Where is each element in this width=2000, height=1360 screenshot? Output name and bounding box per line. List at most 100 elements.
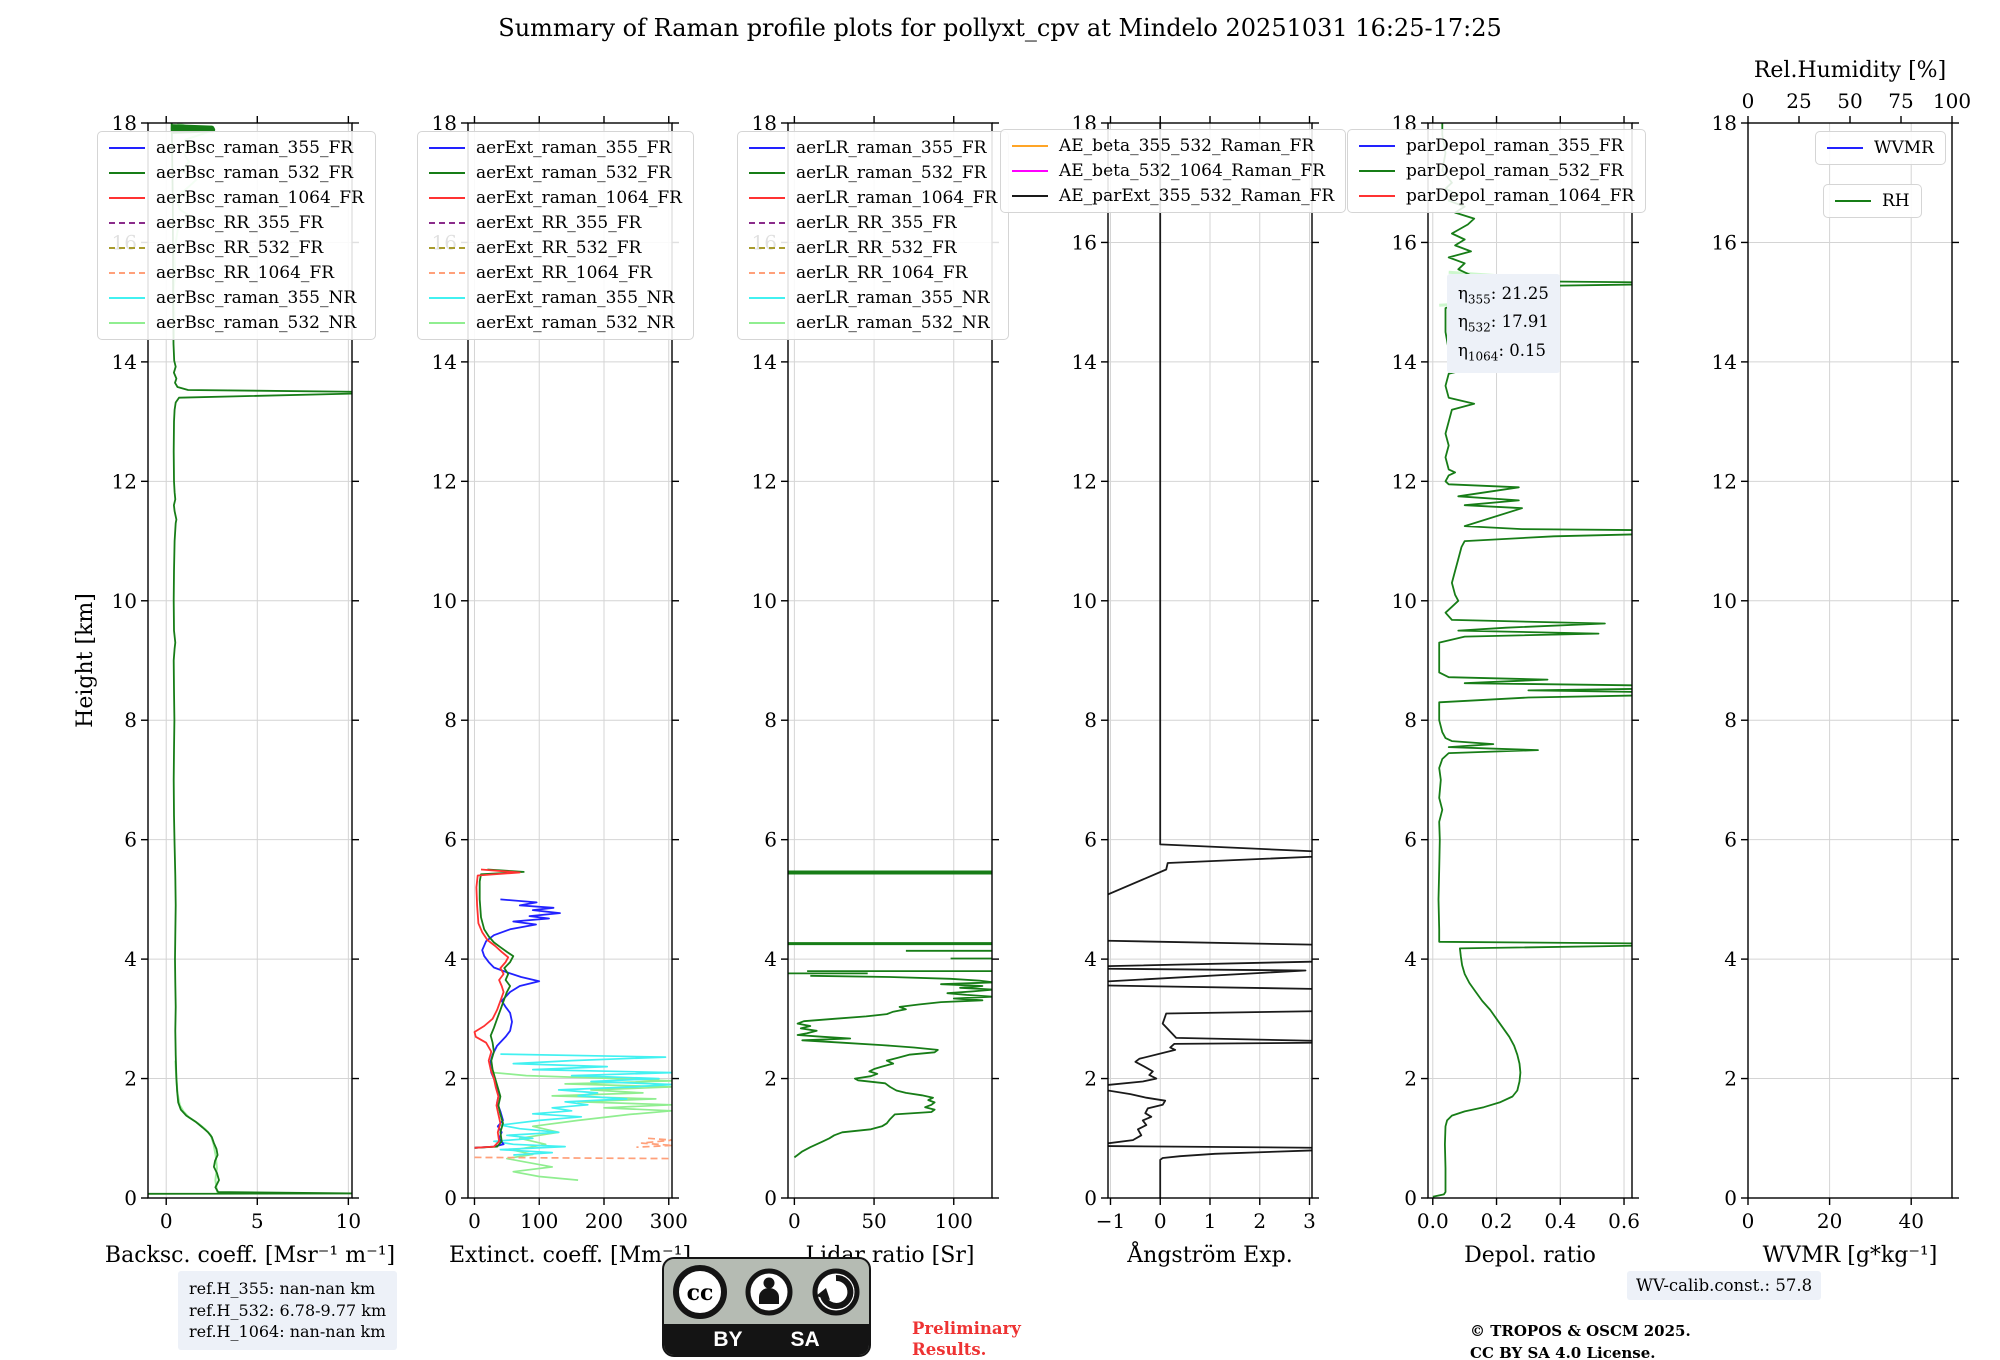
svg-text:Ångström Exp.: Ångström Exp. — [1126, 1240, 1292, 1268]
share-alike-icon — [812, 1268, 860, 1316]
legend-label: aerBsc_raman_1064_FR — [156, 188, 364, 208]
legend-entry: AE_parExt_355_532_Raman_FR — [1012, 186, 1334, 206]
legend-entry: aerLR_RR_355_FR — [749, 213, 997, 233]
legend-label: aerLR_raman_1064_FR — [796, 188, 998, 208]
legend-entry: parDepol_raman_1064_FR — [1359, 186, 1634, 206]
legend-label: aerLR_raman_355_NR — [796, 288, 990, 308]
legend-line-sample — [429, 272, 465, 274]
svg-text:12: 12 — [1392, 469, 1417, 493]
legend-label: aerExt_raman_355_FR — [476, 138, 672, 158]
legend-wvmr: WVMR — [1815, 131, 1946, 165]
legend-entry: AE_beta_355_532_Raman_FR — [1012, 136, 1334, 156]
legend-label: aerBsc_raman_355_FR — [156, 138, 354, 158]
svg-text:0: 0 — [764, 1186, 777, 1210]
legend-lidar-ratio: aerLR_raman_355_FR aerLR_raman_532_FR aerL… — [737, 131, 1010, 340]
svg-text:10: 10 — [1712, 589, 1737, 613]
svg-text:100: 100 — [1933, 89, 1971, 113]
svg-text:2: 2 — [1253, 1209, 1266, 1233]
series-parDepol_raman_532_FR — [1432, 123, 1632, 1198]
svg-text:8: 8 — [1404, 708, 1417, 732]
svg-text:0: 0 — [788, 1209, 801, 1233]
legend-line-sample — [1359, 145, 1395, 147]
legend-entry: aerExt_RR_1064_FR — [429, 263, 682, 283]
legend-line-sample — [109, 172, 145, 174]
svg-text:8: 8 — [444, 708, 457, 732]
svg-text:8: 8 — [124, 708, 137, 732]
legend-label: aerLR_RR_532_FR — [796, 238, 957, 258]
legend-label: aerExt_raman_355_NR — [476, 288, 675, 308]
svg-text:12: 12 — [752, 469, 777, 493]
svg-text:200: 200 — [585, 1209, 623, 1233]
svg-text:0: 0 — [444, 1186, 457, 1210]
legend-line-sample — [749, 247, 785, 249]
legend-entry: WVMR — [1827, 138, 1934, 158]
series-AE_parExt_355_532_Raman_FR — [1108, 123, 1312, 1198]
svg-text:12: 12 — [1072, 469, 1097, 493]
svg-text:40: 40 — [1898, 1209, 1923, 1233]
svg-text:2: 2 — [764, 1067, 777, 1091]
legend-entry: aerExt_raman_1064_FR — [429, 188, 682, 208]
legend-label: aerBsc_RR_355_FR — [156, 213, 324, 233]
legend-label: AE_parExt_355_532_Raman_FR — [1059, 186, 1335, 206]
series-aerExt_raman_532_NR — [493, 1071, 672, 1181]
svg-text:300: 300 — [650, 1209, 688, 1233]
svg-text:12: 12 — [1712, 469, 1737, 493]
legend-entry: aerBsc_RR_532_FR — [109, 238, 364, 258]
legend-line-sample — [109, 322, 145, 324]
subplot-extinction: 0100200300024681012141618Extinct. coeff.… — [432, 111, 691, 1268]
axes-frame — [467, 122, 673, 1199]
legend-label: AE_beta_355_532_Raman_FR — [1059, 136, 1315, 156]
svg-text:0: 0 — [1724, 1186, 1737, 1210]
legend-line-sample — [749, 322, 785, 324]
legend-entry: aerLR_raman_532_FR — [749, 163, 997, 183]
svg-text:Rel.Humidity [%]: Rel.Humidity [%] — [1754, 58, 1946, 83]
legend-line-sample — [1012, 145, 1048, 147]
cc-icon: cc — [673, 1265, 728, 1319]
legend-label: aerExt_RR_355_FR — [476, 213, 642, 233]
svg-text:10: 10 — [432, 589, 457, 613]
svg-text:0.2: 0.2 — [1481, 1209, 1513, 1233]
legend-label: aerBsc_raman_355_NR — [156, 288, 357, 308]
cc-icons-row: cc — [664, 1263, 869, 1321]
legend-entry: aerLR_raman_532_NR — [749, 313, 997, 333]
svg-text:10: 10 — [336, 1209, 361, 1233]
svg-text:0: 0 — [1154, 1209, 1167, 1233]
svg-text:0: 0 — [124, 1186, 137, 1210]
svg-text:2: 2 — [1404, 1067, 1417, 1091]
svg-text:6: 6 — [1724, 828, 1737, 852]
legend-label: aerBsc_RR_532_FR — [156, 238, 324, 258]
eta-row-1064: η1064: 0.15 — [1458, 340, 1546, 364]
legend-line-sample — [1359, 195, 1395, 197]
legend-label: aerExt_RR_532_FR — [476, 238, 642, 258]
legend-label: AE_beta_532_1064_Raman_FR — [1059, 161, 1325, 181]
legend-angstrom: AE_beta_355_532_Raman_FR AE_beta_532_1064… — [1000, 129, 1347, 213]
attribution-person-icon — [745, 1268, 793, 1316]
legend-label: aerBsc_raman_532_FR — [156, 163, 354, 183]
svg-text:10: 10 — [1072, 589, 1097, 613]
svg-text:0.6: 0.6 — [1608, 1209, 1640, 1233]
legend-entry: aerExt_raman_355_NR — [429, 288, 682, 308]
preliminary-results-note: Preliminary Results. — [912, 1319, 1021, 1360]
legend-line-sample — [429, 322, 465, 324]
legend-line-sample — [429, 297, 465, 299]
legend-line-sample — [1012, 195, 1048, 197]
legend-label: aerBsc_raman_532_NR — [156, 313, 357, 333]
svg-text:14: 14 — [1072, 350, 1097, 374]
legend-entry: aerLR_RR_1064_FR — [749, 263, 997, 283]
axes-frame — [1427, 122, 1633, 1199]
svg-text:0: 0 — [160, 1209, 173, 1233]
legend-line-sample — [429, 247, 465, 249]
subplot-depol-ratio: 0.0 0.2 0.4 0.6 0 2 4 6 8 10 12 14 16 18 Depol. ratio — [1392, 111, 1640, 1268]
legend-entry: AE_beta_532_1064_Raman_FR — [1012, 161, 1334, 181]
svg-text:20: 20 — [1817, 1209, 1842, 1233]
svg-text:50: 50 — [1837, 89, 1862, 113]
legend-entry: aerBsc_raman_355_FR — [109, 138, 364, 158]
svg-text:4: 4 — [444, 947, 457, 971]
axes-frame — [1747, 122, 1953, 1199]
legend-label: aerLR_RR_1064_FR — [796, 263, 968, 283]
legend-label: WVMR — [1874, 138, 1934, 158]
series-aerBsc_raman_532_FR_top_spike — [170, 124, 216, 134]
svg-text:6: 6 — [444, 828, 457, 852]
